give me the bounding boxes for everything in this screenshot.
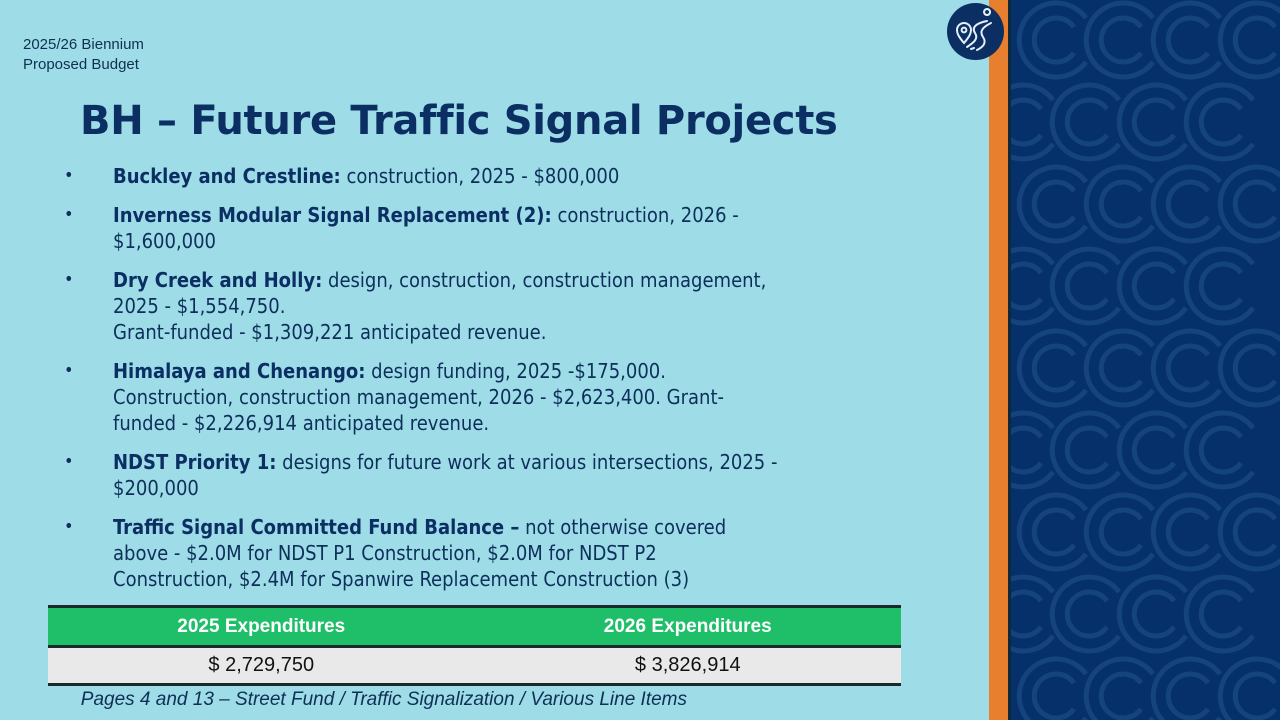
bullet-lead: Traffic Signal Committed Fund Balance –	[113, 515, 520, 539]
winding-road-map-pin-icon	[947, 3, 1004, 60]
bullet-body-line: Construction, construction management, 2…	[113, 385, 724, 409]
bullet-dry-creek-holly: • Dry Creek and Holly: design, construct…	[60, 267, 910, 345]
bullet-body-line: Grant-funded - $1,309,221 anticipated re…	[113, 320, 547, 344]
bullet-lead: Dry Creek and Holly:	[113, 268, 323, 292]
bullet-lead: Inverness Modular Signal Replacement (2)…	[113, 203, 552, 227]
bullet-lead: Himalaya and Chenango:	[113, 359, 366, 383]
bullet-body-line: above - $2.0M for NDST P1 Construction, …	[113, 541, 657, 565]
bullet-ndst-priority-1: • NDST Priority 1: designs for future wo…	[60, 449, 910, 501]
bullet-dot-icon: •	[64, 360, 74, 381]
slide-title: BH – Future Traffic Signal Projects	[80, 98, 838, 144]
bullet-dot-icon: •	[64, 204, 74, 225]
header-2026-expenditures: 2026 Expenditures	[474, 605, 901, 648]
bullet-lead: Buckley and Crestline:	[113, 164, 341, 188]
bullet-body: design, construction, construction manag…	[328, 268, 767, 292]
dark-divider-line	[1008, 0, 1011, 720]
budget-header-label: 2025/26 Biennium Proposed Budget	[23, 35, 144, 75]
bullet-committed-fund-balance: • Traffic Signal Committed Fund Balance …	[60, 514, 910, 592]
table-row: $ 2,729,750 $ 3,826,914	[48, 646, 901, 686]
value-2025-expenditures: $ 2,729,750	[48, 646, 475, 686]
header-line-1: 2025/26 Biennium	[23, 36, 144, 53]
bullet-body: construction, 2025 - $800,000	[346, 164, 620, 188]
bullet-body-line: 2025 - $1,554,750.	[113, 294, 286, 318]
bullet-body-line: $1,600,000	[113, 229, 216, 253]
bullet-body-line: $200,000	[113, 476, 199, 500]
bullet-dot-icon: •	[64, 269, 74, 290]
bullet-body-line: Construction, $2.4M for Spanwire Replace…	[113, 567, 690, 591]
bullet-lead: NDST Priority 1:	[113, 450, 277, 474]
bullet-body: designs for future work at various inter…	[282, 450, 778, 474]
bullet-dot-icon: •	[64, 451, 74, 472]
header-line-2: Proposed Budget	[23, 56, 139, 73]
bullet-dot-icon: •	[64, 516, 74, 537]
bullet-body: design funding, 2025 -$175,000.	[371, 359, 666, 383]
table-header-row: 2025 Expenditures 2026 Expenditures	[48, 605, 901, 648]
bullet-inverness: • Inverness Modular Signal Replacement (…	[60, 202, 910, 254]
orange-accent-stripe	[989, 0, 1008, 720]
bullet-buckley-crestline: • Buckley and Crestline: construction, 2…	[60, 163, 910, 189]
decorative-side-panel	[1011, 0, 1280, 720]
bullet-body-line: funded - $2,226,914 anticipated revenue.	[113, 411, 490, 435]
project-bullet-list: • Buckley and Crestline: construction, 2…	[60, 163, 910, 605]
bullet-dot-icon: •	[64, 165, 74, 186]
bullet-body: construction, 2026 -	[557, 203, 739, 227]
slide-content-area: 2025/26 Biennium Proposed Budget BH – Fu…	[23, 35, 910, 710]
header-2025-expenditures: 2025 Expenditures	[48, 605, 475, 648]
c-ring-pattern-icon	[1011, 0, 1280, 720]
source-footnote: Pages 4 and 13 – Street Fund / Traffic S…	[80, 689, 687, 710]
bullet-himalaya-chenango: • Himalaya and Chenango: design funding,…	[60, 358, 910, 436]
expenditures-table: 2025 Expenditures 2026 Expenditures $ 2,…	[48, 605, 901, 686]
value-2026-expenditures: $ 3,826,914	[474, 646, 901, 686]
bullet-body: not otherwise covered	[525, 515, 727, 539]
